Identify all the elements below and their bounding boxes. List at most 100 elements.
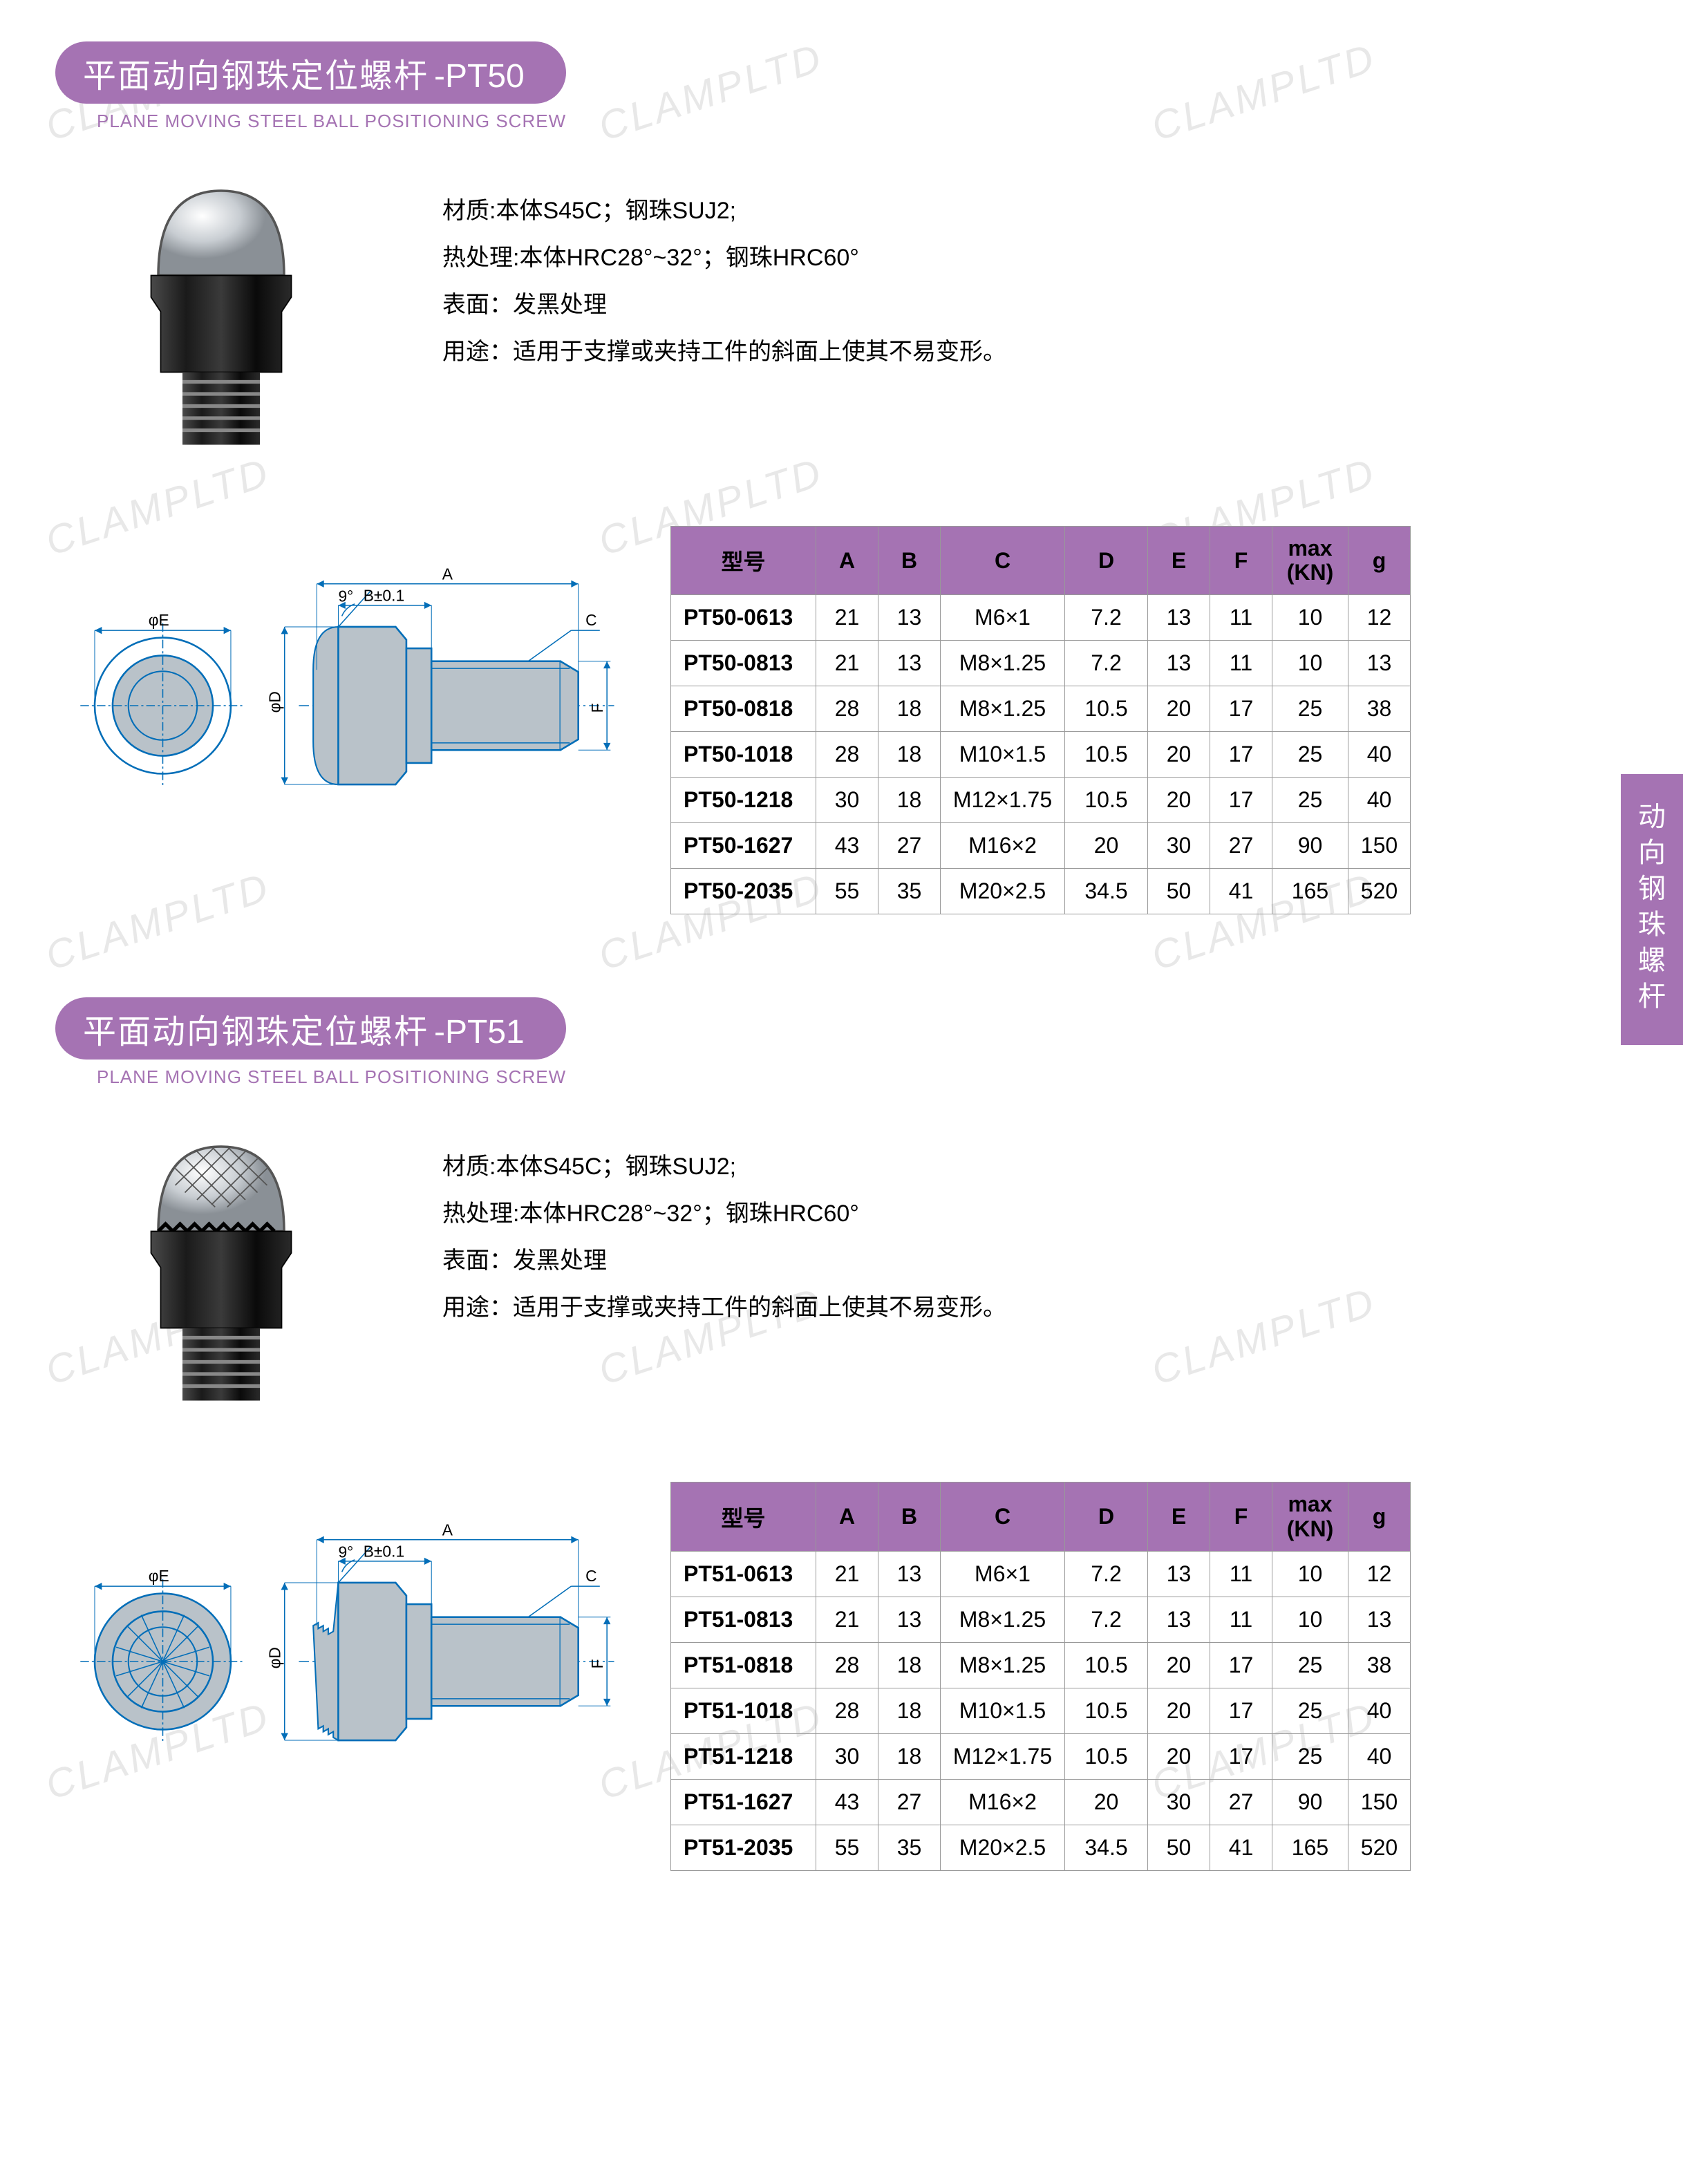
table-cell: 18	[878, 1733, 941, 1779]
product-image	[83, 1122, 359, 1413]
table-cell: 34.5	[1065, 869, 1148, 914]
table-cell: 13	[1148, 641, 1210, 686]
table-cell: 10.5	[1065, 686, 1148, 732]
table-cell: 7.2	[1065, 595, 1148, 641]
table-cell: 25	[1272, 1733, 1348, 1779]
table-cell: 13	[878, 595, 941, 641]
table-cell: 35	[878, 869, 941, 914]
table-cell: M20×2.5	[941, 1825, 1065, 1870]
tech-diagram: φE 9° A B±0.1 C φD	[55, 526, 643, 885]
table-cell: M6×1	[941, 595, 1065, 641]
table-cell: 20	[1065, 823, 1148, 869]
table-cell: 30	[816, 778, 878, 823]
spec-table: 型号ABCDEFmax(KN)g PT50-06132113M6×17.2131…	[670, 526, 1411, 914]
table-cell: 35	[878, 1825, 941, 1870]
title-en: PLANE MOVING STEEL BALL POSITIONING SCRE…	[97, 111, 1628, 132]
table-cell: 27	[1210, 1779, 1272, 1825]
table-cell: 13	[1148, 1551, 1210, 1597]
svg-text:C: C	[585, 1567, 596, 1585]
table-cell: 17	[1210, 732, 1272, 778]
table-cell: 10	[1272, 1597, 1348, 1642]
table-cell: 30	[1148, 1779, 1210, 1825]
table-cell: PT50-0818	[671, 686, 816, 732]
col-header: max(KN)	[1272, 527, 1348, 595]
spec-label: 用途：	[442, 339, 513, 365]
svg-text:B±0.1: B±0.1	[364, 1543, 404, 1561]
table-cell: M12×1.75	[941, 778, 1065, 823]
table-cell: 27	[1210, 823, 1272, 869]
spec-value: 发黑处理	[513, 1248, 607, 1274]
svg-text:A: A	[442, 1521, 453, 1539]
spec-label: 热处理:	[442, 245, 519, 271]
svg-text:φE: φE	[149, 611, 169, 629]
table-row: PT50-08132113M8×1.257.213111013	[671, 641, 1411, 686]
table-cell: 10	[1272, 641, 1348, 686]
table-cell: PT50-2035	[671, 869, 816, 914]
svg-text:φD: φD	[265, 691, 283, 713]
spec-label: 热处理:	[442, 1201, 519, 1227]
col-header: D	[1065, 527, 1148, 595]
table-row: PT50-08182818M8×1.2510.520172538	[671, 686, 1411, 732]
table-cell: 25	[1272, 1688, 1348, 1733]
spec-label: 材质:	[442, 198, 496, 224]
table-row: PT50-06132113M6×17.213111012	[671, 595, 1411, 641]
table-cell: M10×1.5	[941, 1688, 1065, 1733]
svg-text:φE: φE	[149, 1567, 169, 1585]
table-cell: 12	[1348, 1551, 1411, 1597]
col-header: 型号	[671, 1482, 816, 1551]
table-cell: 12	[1348, 595, 1411, 641]
table-cell: 18	[878, 732, 941, 778]
table-cell: 28	[816, 1642, 878, 1688]
title-code: -PT50	[434, 57, 525, 95]
table-cell: PT51-1018	[671, 1688, 816, 1733]
table-cell: 10	[1272, 595, 1348, 641]
col-header: g	[1348, 1482, 1411, 1551]
table-cell: 13	[1348, 1597, 1411, 1642]
col-header: E	[1148, 1482, 1210, 1551]
title-code: -PT51	[434, 1013, 525, 1051]
table-cell: 20	[1148, 686, 1210, 732]
col-header: B	[878, 1482, 941, 1551]
table-cell: 18	[878, 686, 941, 732]
spec-line: 表面：发黑处理	[442, 281, 1006, 328]
table-cell: 20	[1148, 1733, 1210, 1779]
table-cell: M8×1.25	[941, 1642, 1065, 1688]
table-cell: 50	[1148, 869, 1210, 914]
table-cell: 21	[816, 1597, 878, 1642]
table-cell: 17	[1210, 1688, 1272, 1733]
table-cell: 28	[816, 1688, 878, 1733]
table-cell: 38	[1348, 1642, 1411, 1688]
col-header: g	[1348, 527, 1411, 595]
table-cell: 41	[1210, 1825, 1272, 1870]
table-cell: 7.2	[1065, 1551, 1148, 1597]
spec-value: 本体S45C；钢珠SUJ2;	[496, 198, 736, 224]
col-header: D	[1065, 1482, 1148, 1551]
table-cell: 40	[1348, 1688, 1411, 1733]
table-cell: 13	[878, 1597, 941, 1642]
table-row: PT50-12183018M12×1.7510.520172540	[671, 778, 1411, 823]
table-cell: 13	[1148, 1597, 1210, 1642]
table-cell: M16×2	[941, 823, 1065, 869]
col-header: F	[1210, 527, 1272, 595]
table-cell: 10.5	[1065, 1642, 1148, 1688]
table-cell: 11	[1210, 1551, 1272, 1597]
table-cell: 18	[878, 1688, 941, 1733]
spec-line: 材质:本体S45C；钢珠SUJ2;	[442, 187, 1006, 234]
table-row: PT50-20355535M20×2.534.55041165520	[671, 869, 1411, 914]
table-row: PT51-06132113M6×17.213111012	[671, 1551, 1411, 1597]
specs-block: 材质:本体S45C；钢珠SUJ2;热处理:本体HRC28°~32°；钢珠HRC6…	[442, 167, 1006, 375]
table-cell: 25	[1272, 1642, 1348, 1688]
spec-line: 用途：适用于支撑或夹持工件的斜面上使其不易变形。	[442, 328, 1006, 375]
table-cell: 43	[816, 823, 878, 869]
table-cell: 10	[1272, 1551, 1348, 1597]
table-cell: 90	[1272, 1779, 1348, 1825]
spec-value: 本体S45C；钢珠SUJ2;	[496, 1154, 736, 1180]
table-cell: 90	[1272, 823, 1348, 869]
specs-block: 材质:本体S45C；钢珠SUJ2;热处理:本体HRC28°~32°；钢珠HRC6…	[442, 1122, 1006, 1331]
table-cell: 40	[1348, 1733, 1411, 1779]
table-row: PT51-08182818M8×1.2510.520172538	[671, 1642, 1411, 1688]
table-cell: 34.5	[1065, 1825, 1148, 1870]
table-cell: 7.2	[1065, 641, 1148, 686]
table-cell: 28	[816, 686, 878, 732]
spec-line: 用途：适用于支撑或夹持工件的斜面上使其不易变形。	[442, 1284, 1006, 1331]
